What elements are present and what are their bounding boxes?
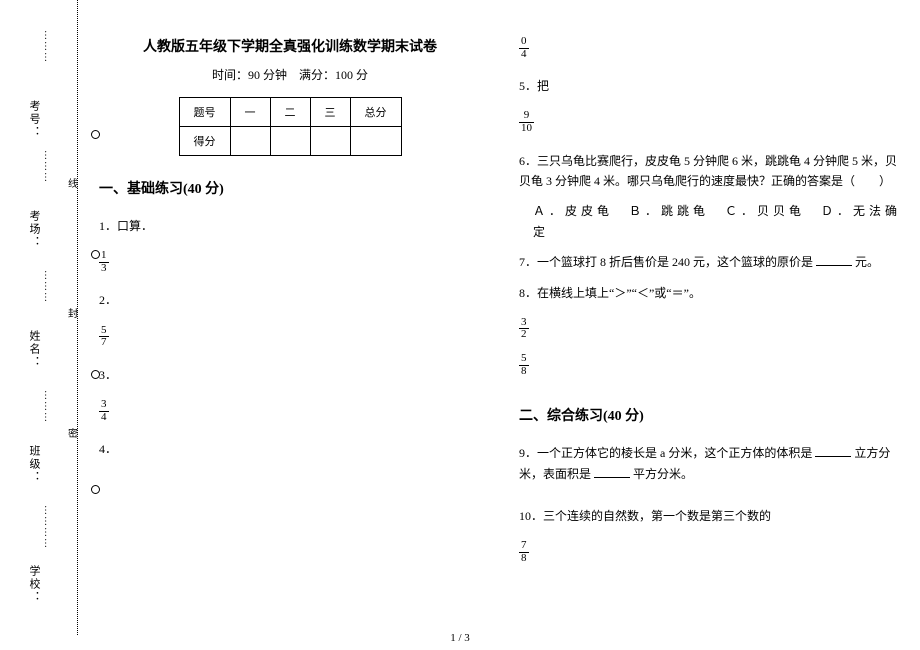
th-total: 总分 (350, 98, 401, 127)
question-7: 7．一个篮球打 8 折后售价是 240 元，这个篮球的原价是 元。 (519, 252, 901, 272)
fraction-denominator: 7 (99, 337, 109, 349)
page-content: 人教版五年级下学期全真强化训练数学期末试卷 时间：90 分钟 满分：100 分 … (95, 10, 905, 630)
fraction-denominator: 3 (99, 263, 109, 275)
fraction-5: 9 10 (519, 110, 534, 134)
binding-label-room: 考场： (26, 210, 42, 249)
question-6: 6．三只乌龟比赛爬行，皮皮龟 5 分钟爬 6 米，跳跳龟 4 分钟爬 5 米，贝… (519, 151, 901, 192)
fill-blank[interactable] (816, 254, 852, 266)
binding-marker-seal: 封 (68, 305, 78, 320)
exam-title: 人教版五年级下学期全真强化训练数学期末试卷 (99, 36, 481, 56)
page-number: 1 / 3 (450, 632, 470, 644)
table-row: 得分 (179, 127, 401, 156)
fraction-10: 7 8 (519, 540, 529, 564)
q7-text-b: 元。 (855, 255, 879, 269)
question-3: 3． (99, 365, 481, 385)
question-5: 5．把 (519, 76, 901, 96)
fill-blank[interactable] (815, 445, 851, 457)
binding-dots: ………… (42, 505, 53, 549)
fraction-denominator: 8 (519, 553, 529, 565)
fraction-8b: 5 8 (519, 353, 529, 377)
fraction-denominator: 2 (519, 329, 529, 341)
question-9: 9．一个正方体它的棱长是 a 分米，这个正方体的体积是 立方分米，表面积是 平方… (519, 443, 901, 484)
th-s2: 二 (270, 98, 310, 127)
q9-text-a: 9．一个正方体它的棱长是 a 分米，这个正方体的体积是 (519, 446, 812, 460)
fraction-numerator: 0 (519, 36, 529, 49)
question-1: 1．口算． (99, 216, 481, 236)
binding-marker-secret: 密 (68, 425, 78, 440)
binding-margin: 考号： ……… 考场： ……… 线 姓名： ……… 封 班级： ……… 密 学校… (18, 0, 78, 635)
fraction-8a: 3 2 (519, 317, 529, 341)
binding-dots: ……… (42, 390, 53, 423)
binding-dots: ……… (42, 30, 53, 63)
binding-marker-line: 线 (68, 175, 78, 190)
fraction-denominator: 10 (519, 123, 534, 135)
binding-dots: ……… (42, 270, 53, 303)
fraction-4: 0 4 (519, 36, 529, 60)
fraction-denominator: 4 (99, 412, 109, 424)
th-s3: 三 (310, 98, 350, 127)
cell-blank (270, 127, 310, 156)
section-2-head: 二、综合练习(40 分) (519, 405, 901, 425)
fraction-2: 5 7 (99, 325, 109, 349)
cell-blank (230, 127, 270, 156)
table-row: 题号 一 二 三 总分 (179, 98, 401, 127)
fraction-3: 3 4 (99, 399, 109, 423)
exam-subtitle: 时间：90 分钟 满分：100 分 (99, 66, 481, 83)
cell-blank (350, 127, 401, 156)
fraction-8-group: 3 2 5 8 (519, 311, 901, 383)
fraction-numerator: 7 (519, 540, 529, 553)
fraction-numerator: 5 (519, 353, 529, 366)
q9-text-c: 平方分米。 (633, 467, 693, 481)
binding-label-name: 姓名： (26, 330, 42, 369)
fraction-denominator: 4 (519, 49, 529, 61)
question-6-options: Ａ．皮皮龟 Ｂ．跳跳龟 Ｃ．贝贝龟 Ｄ．无法确定 (533, 201, 901, 242)
th-label: 题号 (179, 98, 230, 127)
fraction-denominator: 8 (519, 366, 529, 378)
q7-text-a: 7．一个篮球打 8 折后售价是 240 元，这个篮球的原价是 (519, 255, 813, 269)
column-left: 人教版五年级下学期全真强化训练数学期末试卷 时间：90 分钟 满分：100 分 … (95, 10, 485, 630)
binding-label-exam-id: 考号： (26, 100, 42, 139)
fill-blank[interactable] (594, 466, 630, 478)
binding-dots: ……… (42, 150, 53, 183)
question-4: 4． (99, 439, 481, 459)
section-1-head: 一、基础练习(40 分) (99, 178, 481, 198)
question-2: 2． (99, 290, 481, 310)
score-table: 题号 一 二 三 总分 得分 (179, 97, 402, 156)
question-10: 10．三个连续的自然数，第一个数是第三个数的 (519, 506, 901, 526)
row-label: 得分 (179, 127, 230, 156)
binding-label-school: 学校： (26, 565, 42, 604)
th-s1: 一 (230, 98, 270, 127)
question-8: 8．在横线上填上“＞”“＜”或“＝”。 (519, 283, 901, 303)
fraction-1: 1 3 (99, 250, 109, 274)
cell-blank (310, 127, 350, 156)
binding-label-class: 班级： (26, 445, 42, 484)
column-right: 0 4 5．把 9 10 6．三只乌龟比赛爬行，皮皮龟 5 分钟爬 6 米，跳跳… (515, 10, 905, 630)
